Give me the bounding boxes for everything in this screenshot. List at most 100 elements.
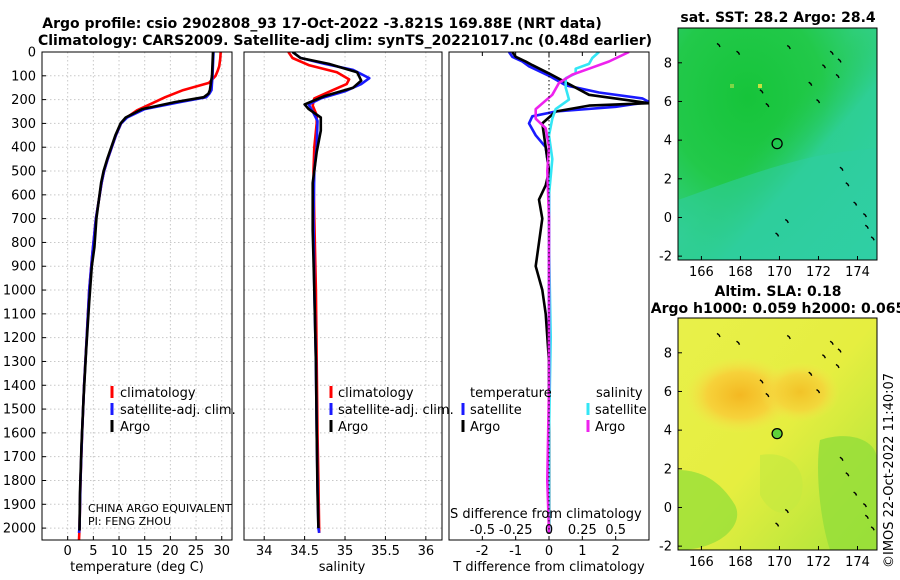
- temperature-series-climatology: [77, 52, 222, 540]
- salinity-tick-label: 36: [418, 544, 435, 559]
- latitude-tick-label: 2: [664, 172, 672, 187]
- island-outline: [862, 213, 867, 218]
- difference-tick-label: 1: [578, 544, 586, 559]
- depth-tick-label: 1100: [3, 307, 36, 322]
- depth-tick-label: 1700: [3, 450, 36, 465]
- longitude-tick-label: 170: [767, 265, 792, 280]
- legend-label-argo: Argo: [338, 420, 368, 435]
- sst-warm-pixel: [730, 84, 734, 88]
- salinity-diff-tick-label: 0.25: [568, 523, 597, 538]
- island-outline: [835, 73, 840, 79]
- sla-high-region: [760, 362, 840, 422]
- longitude-tick-label: 172: [806, 555, 831, 570]
- sst-map-frame: [677, 27, 878, 261]
- temperature-legend: climatology satellite-adj. clim. Argo: [110, 386, 236, 435]
- depth-tick-label: 100: [11, 69, 36, 84]
- difference-xlabel: T difference from climatology: [452, 560, 645, 575]
- depth-tick-label: 2000: [3, 522, 36, 537]
- difference-tick-label: 2: [612, 544, 620, 559]
- difference-series-temperature-argo: [511, 52, 649, 533]
- depth-tick-label: 1800: [3, 474, 36, 489]
- figure-subtitle: Climatology: CARS2009. Satellite-adj cli…: [38, 33, 652, 49]
- island-outline: [853, 201, 858, 206]
- longitude-tick-label: 174: [845, 265, 870, 280]
- temperature-series-argo: [78, 52, 215, 531]
- difference-series-salinity-satellite: [547, 52, 600, 533]
- sla-map-subtitle: Argo h1000: 0.059 h2000: 0.065: [651, 301, 900, 317]
- island-outline: [839, 456, 844, 462]
- sla-map-title: Altim. SLA: 0.18: [714, 284, 841, 300]
- island-outline: [765, 392, 770, 398]
- sla-low-region: [818, 436, 877, 550]
- island-outline: [864, 514, 869, 520]
- island-outline: [759, 379, 764, 384]
- salinity-frame: [243, 51, 443, 541]
- island-outline: [784, 508, 789, 514]
- salinity-tick-label: 34.5: [290, 544, 319, 559]
- imos-credit: ©IMOS 22-Oct-2022 11:40:07: [882, 373, 897, 568]
- salinity-diff-tick-label: 0: [545, 523, 553, 538]
- depth-tick-label: 0: [28, 46, 36, 61]
- argo-position-marker: [771, 137, 783, 150]
- temperature-tick-label: 20: [162, 544, 179, 559]
- temperature-tick-label: 30: [213, 544, 230, 559]
- sla-map-frame: [677, 317, 878, 551]
- island-outline: [775, 232, 780, 237]
- temperature-xlabel: temperature (deg C): [70, 560, 204, 575]
- difference-panel: -2 -1 0 1 2 -0.5 -0.25 0 0.25 0.5 T difference f…: [448, 51, 650, 575]
- salinity-series-climatology: [287, 52, 351, 533]
- difference-series-temperature-satellite: [507, 52, 649, 533]
- temperature-tick-label: 10: [111, 544, 128, 559]
- island-outline: [816, 388, 821, 394]
- latitude-tick-label: 2: [664, 462, 672, 477]
- island-outline: [862, 503, 867, 508]
- depth-tick-label: 1600: [3, 426, 36, 441]
- latitude-tick-label: 0: [664, 501, 672, 516]
- depth-tick-label: 1200: [3, 331, 36, 346]
- depth-tick-label: 900: [11, 260, 36, 275]
- island-outline: [786, 334, 791, 340]
- island-outline: [736, 50, 741, 56]
- sst-cool-patch: [678, 148, 877, 260]
- temperature-series-satellite-adj-clim-: [77, 52, 215, 534]
- salinity-tick-label: 35.5: [371, 544, 400, 559]
- legend-label-temp-argo: Argo: [470, 420, 500, 435]
- argo-position-marker: [771, 427, 783, 440]
- difference-tick-label: 0: [545, 544, 553, 559]
- depth-tick-label: 700: [11, 212, 36, 227]
- difference-tick-label: -1: [509, 544, 522, 559]
- salinity-panel: 34 34.5 35 35.5 36 salinity climatology sate…: [243, 51, 454, 575]
- salinity-tick-label: 34: [256, 544, 273, 559]
- island-outline: [835, 363, 840, 369]
- depth-tick-label: 200: [11, 93, 36, 108]
- depth-tick-label: 1900: [3, 498, 36, 513]
- longitude-tick-label: 166: [689, 555, 714, 570]
- latitude-tick-label: 0: [664, 211, 672, 226]
- island-outline: [864, 224, 869, 230]
- island-outline: [821, 64, 826, 69]
- sst-map-panel: sat. SST: 28.2 Argo: 28.4 166 168 170 172 17…: [659, 10, 878, 280]
- credit-line-2: PI: FENG ZHOU: [88, 515, 171, 528]
- island-outline: [775, 522, 780, 527]
- temperature-tick-label: 25: [188, 544, 205, 559]
- sla-mid-region: [760, 454, 803, 513]
- salinity-tick-label: 35: [337, 544, 354, 559]
- legend-label-sal-argo: Argo: [595, 420, 625, 435]
- island-outline: [736, 340, 741, 346]
- island-outline: [808, 371, 813, 376]
- legend-header-salinity: salinity: [596, 386, 643, 401]
- latitude-tick-label: -2: [659, 540, 672, 555]
- sla-low-region: [678, 470, 738, 550]
- salinity-series-argo: [291, 52, 363, 529]
- island-outline: [716, 332, 721, 338]
- legend-label-satellite: satellite-adj. clim.: [338, 403, 454, 418]
- temperature-tick-label: 15: [136, 544, 153, 559]
- island-outline: [839, 166, 844, 172]
- island-outline: [845, 182, 850, 187]
- legend-label-climatology: climatology: [120, 386, 196, 401]
- longitude-tick-label: 170: [767, 555, 792, 570]
- latitude-tick-label: -2: [659, 250, 672, 265]
- credit-line-1: CHINA ARGO EQUIVALENT: [88, 502, 232, 515]
